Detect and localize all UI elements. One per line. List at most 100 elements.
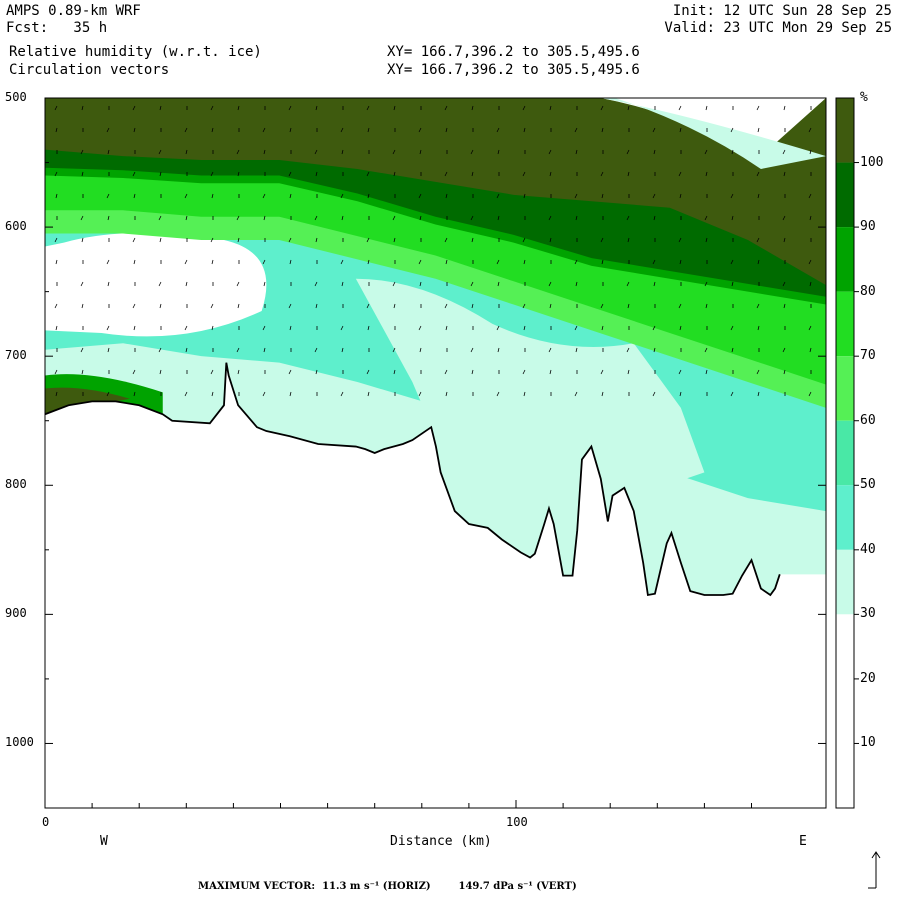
x-axis-title: Distance (km) (390, 834, 492, 849)
vector-arrow (575, 149, 578, 155)
vector-arrow (445, 391, 448, 397)
vector-arrow (159, 369, 162, 375)
vector-arrow (548, 281, 552, 287)
vector-arrow (132, 171, 136, 177)
colorbar-segment (836, 98, 854, 163)
colorbar-label: 70 (860, 348, 876, 364)
vector-arrow (184, 259, 188, 265)
vector-arrow (418, 259, 422, 265)
colorbar-label: 60 (860, 412, 876, 428)
colorbar-label: 90 (860, 219, 876, 235)
vector-arrow (471, 105, 474, 111)
vector-arrow (367, 127, 370, 133)
vector-arrow (106, 193, 110, 199)
vector-arrow (288, 237, 292, 243)
vector-arrow (366, 303, 370, 309)
vector-arrow (470, 347, 474, 353)
vector-arrow (236, 215, 240, 221)
vector-arrow (730, 193, 734, 199)
x-tick-label: 100 (506, 815, 528, 829)
vector-arrow (601, 127, 604, 133)
vector-arrow (497, 281, 500, 287)
rh-band-over-100 (45, 98, 826, 286)
vector-arrow (756, 237, 760, 243)
vector-arrow (471, 171, 474, 177)
vector-arrow (367, 259, 370, 265)
vector-arrow (523, 391, 526, 397)
vector-arrow (81, 303, 84, 309)
vector-arrow (418, 391, 422, 397)
vector-arrow (236, 281, 240, 287)
vector-arrow (80, 347, 84, 353)
vector-arrow (808, 127, 812, 133)
vector-arrow (159, 237, 162, 243)
vector-arrow (549, 237, 552, 243)
vector-arrow (808, 325, 812, 331)
vector-arrow (392, 281, 396, 287)
vector-arrow (315, 171, 318, 177)
vector-arrow (653, 281, 656, 287)
vector-arrow (574, 193, 578, 199)
vector-arrow (678, 171, 682, 177)
vector-arrow (263, 149, 266, 155)
colorbar-segment (836, 743, 854, 808)
vector-arrow (548, 149, 552, 155)
y-tick-label: 1000 (5, 735, 34, 750)
vector-arrow (418, 325, 422, 331)
vector-arrow (756, 303, 760, 309)
vector-arrow (730, 259, 734, 265)
vector-arrow (184, 391, 188, 397)
vector-arrow (470, 281, 474, 287)
vector-arrow (575, 215, 578, 221)
rh-band-upper-right-edge (600, 98, 826, 169)
vector-arrow (549, 369, 552, 375)
colorbar-unit: % (860, 90, 868, 105)
y-tick-label: 600 (5, 219, 27, 234)
vector-arrow (808, 259, 812, 265)
vector-arrow (237, 237, 240, 243)
valid-time: Valid: 23 UTC Mon 29 Sep 25 (664, 20, 892, 36)
vector-arrow (55, 127, 58, 133)
vector-arrow (393, 369, 396, 375)
vector-arrow (54, 105, 58, 111)
y-tick-label: 900 (5, 606, 27, 621)
colorbar-frame (835, 97, 855, 809)
colorbar-label: 40 (860, 541, 876, 557)
vector-arrow (808, 391, 812, 397)
vector-arrow (289, 193, 292, 199)
vector-arrow (704, 215, 708, 221)
vector-arrow (184, 193, 188, 199)
vector-arrow (783, 105, 786, 111)
vector-arrow (341, 347, 344, 353)
colorbar-label: 20 (860, 670, 876, 686)
colorbar-segment (836, 162, 854, 228)
vector-arrow (522, 237, 526, 243)
vector-arrow (756, 171, 760, 177)
vector-arrow (444, 171, 448, 177)
vector-arrow (444, 237, 448, 243)
vector-arrow (262, 259, 266, 265)
vector-arrow (522, 171, 526, 177)
vector-arrow (601, 193, 604, 199)
init-time: Init: 12 UTC Sun 28 Sep 25 (672, 3, 892, 19)
vector-arrow (678, 237, 682, 243)
vector-arrow (808, 193, 812, 199)
vector-arrow (107, 281, 110, 287)
vector-arrow (393, 171, 396, 177)
terrain-fill (45, 362, 826, 808)
vector-arrow (289, 325, 292, 331)
forecast-hour: Fcst: 35 h (6, 20, 108, 36)
vector-arrow (184, 127, 188, 133)
colorbar-label: 50 (860, 477, 876, 493)
vector-arrow (445, 325, 448, 331)
vector-arrow (496, 325, 500, 331)
east-label: E (799, 834, 807, 849)
vector-arrow (262, 325, 266, 331)
xy-range-1: XY= 166.7,396.2 to 305.5,495.6 (387, 44, 640, 60)
vector-arrow (523, 325, 526, 331)
vector-arrow (652, 325, 656, 331)
vector-arrow (341, 149, 344, 155)
field1-title: Relative humidity (w.r.t. ice) (9, 44, 262, 60)
vector-arrow (107, 347, 110, 353)
